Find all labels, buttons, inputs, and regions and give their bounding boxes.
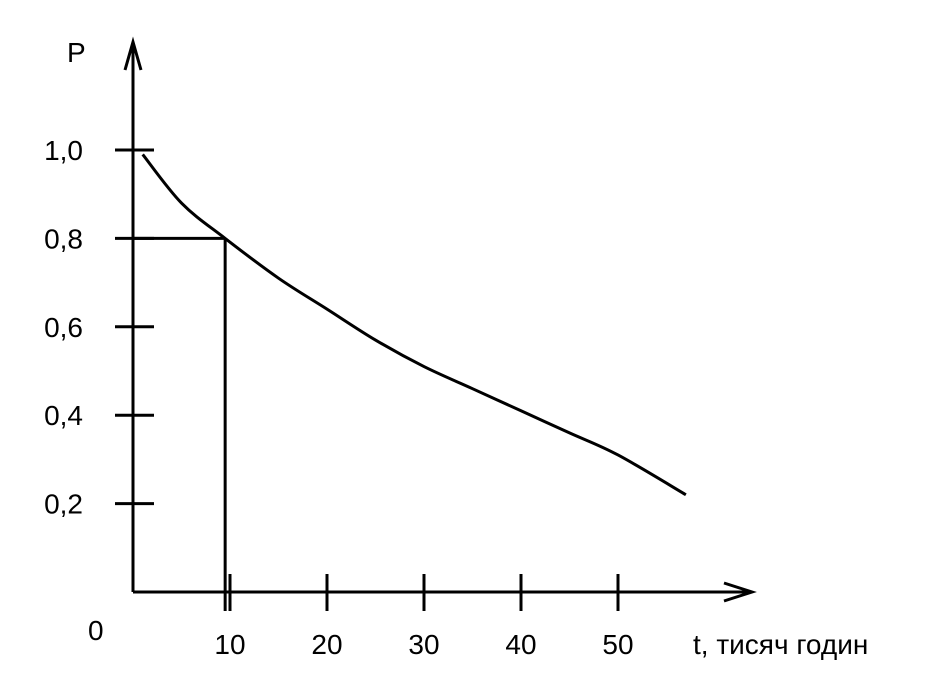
y-tick-label: 0,8: [44, 223, 83, 254]
x-axis-arrow-icon: [723, 581, 757, 603]
y-tick-label: 0,2: [44, 489, 83, 520]
x-tick-label: 50: [602, 629, 633, 660]
x-tick-label: 30: [408, 629, 439, 660]
origin-label: 0: [88, 615, 104, 646]
guide-lines: [133, 236, 227, 611]
x-tick-label: 40: [505, 629, 536, 660]
x-axis-label: t, тисяч годин: [693, 629, 868, 660]
y-tick-label: 0,4: [44, 400, 83, 431]
axes: [123, 36, 757, 603]
x-tick-label: 20: [311, 629, 342, 660]
y-tick-label: 1,0: [44, 135, 83, 166]
x-tick-label: 10: [214, 629, 245, 660]
series: [141, 153, 687, 497]
labels: P t, тисяч годин 0: [67, 37, 868, 660]
y-axis-label: P: [67, 37, 86, 68]
y-tick-label: 0,6: [44, 312, 83, 343]
y-axis-arrow-icon: [123, 36, 143, 71]
reliability-curve: [141, 153, 687, 497]
ticks: 0,2 0,4 0,6 0,8 1,0 10 20 30 40 50: [44, 135, 634, 660]
